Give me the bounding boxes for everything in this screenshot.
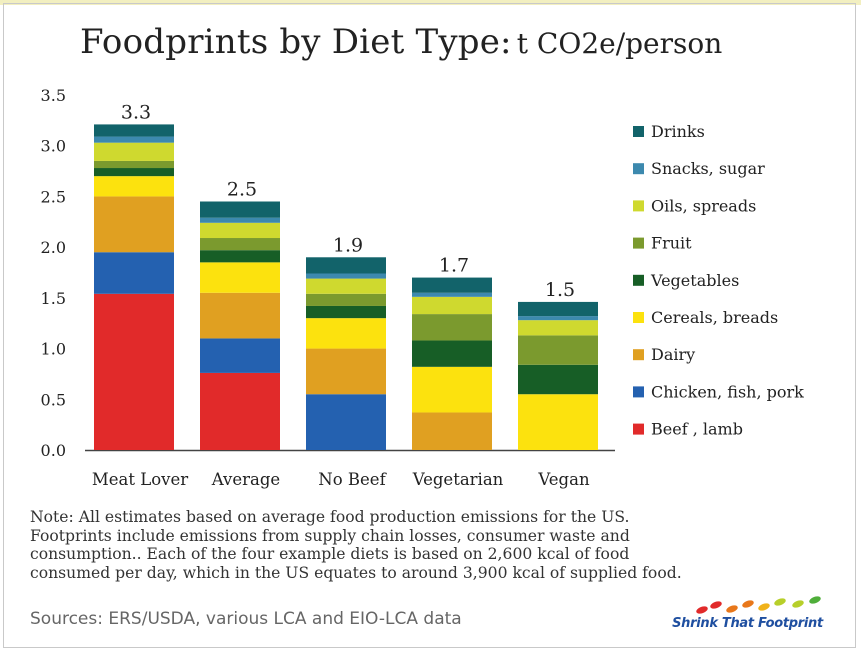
bar-segment xyxy=(306,318,386,349)
legend-swatch xyxy=(633,200,644,212)
footprint-mark xyxy=(726,605,738,613)
legend-label: Snacks, sugar xyxy=(651,159,765,178)
legend-label: Beef , lamb xyxy=(651,420,743,439)
x-category-label: Average xyxy=(211,470,280,489)
chart-title-unit: t CO2e/person xyxy=(516,27,723,60)
legend-label: Fruit xyxy=(651,234,692,253)
footprint-mark xyxy=(710,601,722,609)
bar-segment xyxy=(94,168,174,177)
bar-segment xyxy=(518,316,598,321)
bar-segment xyxy=(94,293,174,450)
footprint-mark xyxy=(742,600,754,608)
footprint-mark xyxy=(809,596,821,604)
legend-label: Cereals, breads xyxy=(651,308,778,327)
bar-segment xyxy=(518,394,598,450)
bar-segment xyxy=(94,252,174,294)
footprint-mark xyxy=(792,600,804,608)
bar-segment xyxy=(94,136,174,143)
bar-segment xyxy=(412,340,492,367)
bar-segment xyxy=(200,292,280,339)
bar-segment xyxy=(306,257,386,274)
bar-segment xyxy=(200,222,280,239)
logo-text: Shrink That Footprint xyxy=(672,616,823,631)
bar-segment xyxy=(518,335,598,365)
bar-segment xyxy=(306,278,386,294)
chart-sources: Sources: ERS/USDA, various LCA and EIO-L… xyxy=(30,609,462,629)
bar-segment xyxy=(200,372,280,450)
bar-segment xyxy=(412,412,492,450)
legend-swatch xyxy=(633,349,644,361)
bar-segment xyxy=(200,201,280,218)
bar-segment xyxy=(200,262,280,293)
legend-swatch xyxy=(633,126,644,137)
shrink-that-footprint-logo[interactable]: Shrink That Footprint xyxy=(660,596,835,638)
bar-segment xyxy=(306,348,386,395)
y-tick-label: 1.0 xyxy=(41,340,66,359)
bar-segment xyxy=(518,301,598,317)
bar-segment xyxy=(94,142,174,161)
footprints-icon xyxy=(696,596,821,614)
bar-segment xyxy=(518,364,598,395)
chart-title: Foodprints by Diet Type: t CO2e/person xyxy=(80,22,800,62)
legend-swatch xyxy=(633,312,644,323)
footprint-mark xyxy=(696,606,708,614)
bar-segment xyxy=(306,394,386,450)
bar-segment xyxy=(94,196,174,253)
bar-segment xyxy=(306,293,386,306)
bar-segment xyxy=(94,176,174,197)
bar-segment xyxy=(94,160,174,169)
bar-segment xyxy=(200,238,280,251)
legend-label: Chicken, fish, pork xyxy=(651,382,804,401)
bar-segment xyxy=(412,366,492,413)
bar-segment xyxy=(412,296,492,315)
legend-swatch xyxy=(633,163,644,175)
x-category-label: Vegan xyxy=(537,470,590,489)
legend-label: Oils, spreads xyxy=(651,196,756,215)
bar-total-label: 3.3 xyxy=(121,101,151,123)
legend-swatch xyxy=(633,237,644,249)
bar-total-label: 1.5 xyxy=(545,279,575,301)
legend-label: Drinks xyxy=(651,122,705,141)
legend-swatch xyxy=(633,386,644,398)
bar-segment xyxy=(200,217,280,223)
top-border xyxy=(0,0,861,5)
footprint-mark xyxy=(774,598,786,606)
x-category-label: Vegetarian xyxy=(412,470,504,489)
footprint-mark xyxy=(758,603,770,611)
chart-frame xyxy=(3,3,856,648)
y-tick-label: 3.0 xyxy=(41,137,66,156)
y-tick-label: 0.0 xyxy=(41,441,66,460)
legend-label: Dairy xyxy=(651,345,695,364)
legend-label: Vegetables xyxy=(650,271,739,290)
y-tick-label: 2.5 xyxy=(41,187,66,206)
y-tick-label: 0.5 xyxy=(41,390,66,409)
bar-segment xyxy=(412,292,492,297)
bar-segment xyxy=(306,305,386,319)
bar-segment xyxy=(200,338,280,373)
bar-segment xyxy=(94,124,174,137)
bar-segment xyxy=(518,320,598,336)
bar-segment xyxy=(412,277,492,293)
y-tick-label: 3.5 xyxy=(41,86,66,105)
legend-swatch xyxy=(633,423,644,435)
chart-title-main: Foodprints by Diet Type: xyxy=(80,22,512,62)
bar-segment xyxy=(412,314,492,341)
x-category-label: Meat Lover xyxy=(92,470,188,489)
bar-total-label: 1.9 xyxy=(333,234,363,256)
bar-segment xyxy=(200,250,280,263)
y-tick-label: 2.0 xyxy=(41,238,66,257)
bar-total-label: 2.5 xyxy=(227,179,257,201)
x-category-label: No Beef xyxy=(318,470,387,489)
bar-total-label: 1.7 xyxy=(439,255,469,277)
legend-swatch xyxy=(633,274,644,286)
bar-segment xyxy=(306,273,386,279)
chart-note: Note: All estimates based on average foo… xyxy=(30,508,682,582)
y-tick-label: 1.5 xyxy=(41,289,66,308)
